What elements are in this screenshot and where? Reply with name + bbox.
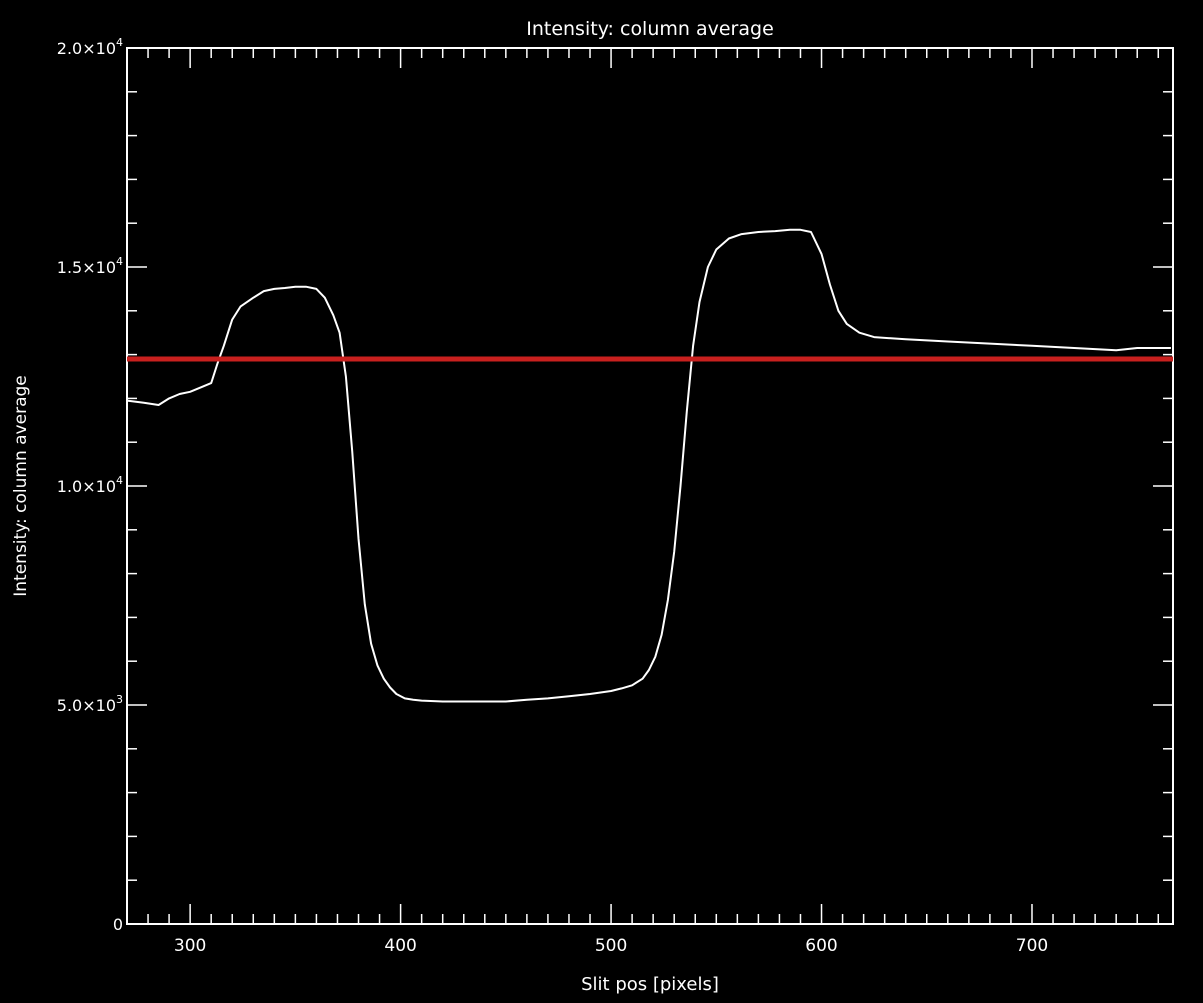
x-tick-label: 300 [174,936,206,956]
y-tick-label: 2.0×104 [57,36,123,58]
y-tick-label: 0 [113,915,123,934]
series-layer [126,228,1173,703]
x-axis: 300 400 500 600 700 [126,48,1160,956]
x-tick-label: 600 [805,936,837,956]
y-tick-exponent: 4 [116,255,123,268]
y-axis: 0 5.0×103 1.0×104 1.5×104 2.0×104 [57,36,1173,934]
y-tick-label: 1.5×104 [57,255,123,277]
x-tick-label: 400 [384,936,416,956]
y-axis-label: Intensity: column average [11,375,31,596]
y-tick-exponent: 4 [116,474,123,487]
x-tick-label: 700 [1016,936,1048,956]
chart-title: Intensity: column average [526,18,774,40]
plot-frame [126,47,1174,925]
x-axis-label: Slit pos [pixels] [581,974,719,995]
intensity-series-line [126,228,1171,703]
y-tick-exponent: 3 [116,693,123,706]
y-tick-exponent: 4 [116,36,123,49]
y-tick-label: 5.0×103 [57,693,123,715]
x-tick-label: 500 [595,936,627,956]
y-tick-label: 1.0×104 [57,474,123,496]
